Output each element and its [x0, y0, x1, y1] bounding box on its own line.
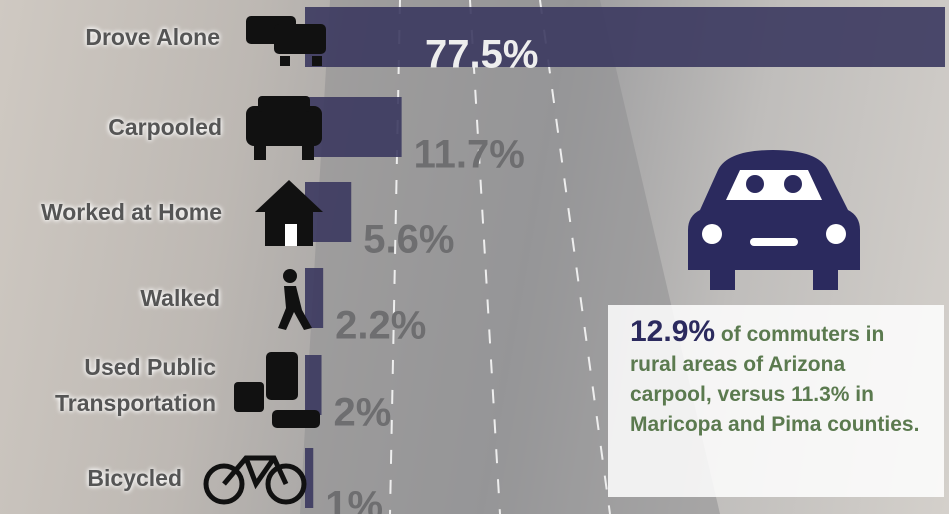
category-label: Worked at Home	[40, 199, 222, 225]
category-label: Carpooled	[108, 114, 222, 140]
value-label: 77.5%	[425, 33, 538, 77]
category-label: Walked	[140, 285, 220, 311]
category-label: Bicycled	[87, 465, 182, 491]
bar	[305, 268, 324, 328]
value-label: 11.7%	[414, 133, 525, 177]
icons	[203, 16, 860, 505]
bar	[305, 7, 945, 67]
callout: 12.9% of commuters in rural areas of Ari…	[608, 305, 944, 497]
bar	[305, 448, 314, 508]
value-label: 5.6%	[363, 218, 454, 262]
bar	[305, 355, 322, 415]
value-label: 2%	[334, 391, 392, 435]
category-label: Used Public Transportation	[54, 354, 216, 416]
category-label: Drove Alone	[85, 24, 220, 50]
callout-text: of commuters in rural areas of Arizona c…	[630, 323, 920, 436]
callout-highlight: 12.9%	[630, 315, 716, 348]
value-label: 2.2%	[335, 304, 426, 348]
value-label: 1%	[325, 484, 383, 514]
